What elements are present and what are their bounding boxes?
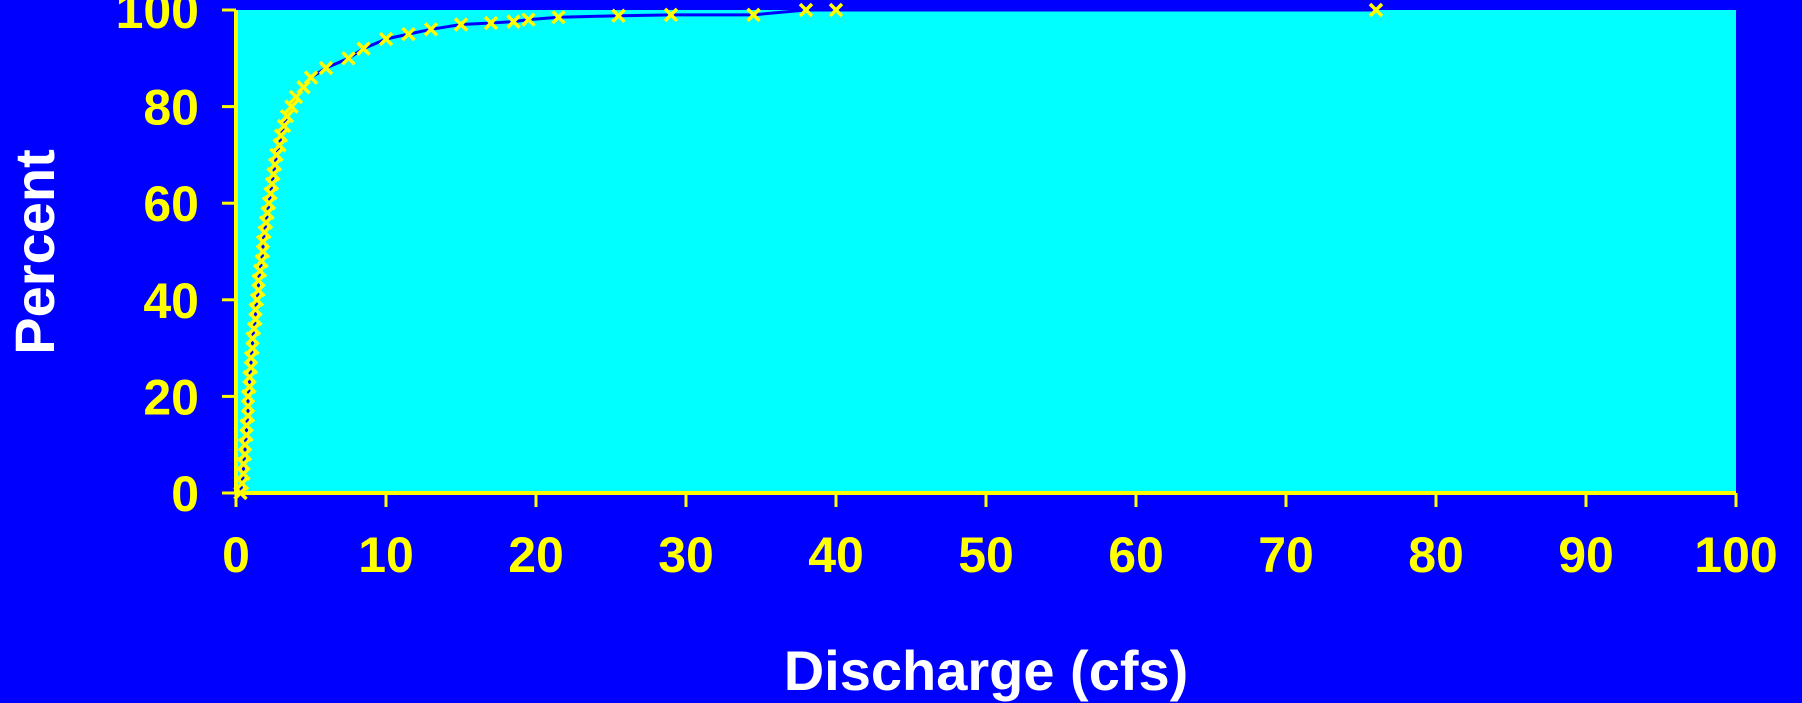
y-tick-group: 0 20 40 60 80 100 <box>116 0 236 522</box>
x-tick-label: 0 <box>222 527 250 583</box>
data-point-marker <box>663 7 679 23</box>
x-tick-label: 90 <box>1558 527 1614 583</box>
plot-area <box>236 10 1736 493</box>
y-tick-label: 80 <box>143 80 199 136</box>
y-tick-label: 0 <box>171 466 199 522</box>
x-tick-label: 100 <box>1694 527 1777 583</box>
x-tick-label: 20 <box>508 527 564 583</box>
data-point-marker <box>746 7 761 23</box>
data-point-marker <box>284 99 299 114</box>
data-point-marker <box>269 147 284 163</box>
x-tick-label: 60 <box>1108 527 1164 583</box>
data-point-marker <box>279 109 295 124</box>
y-tick-label: 20 <box>143 369 199 425</box>
data-point-marker <box>828 2 844 18</box>
data-point-marker <box>551 10 566 25</box>
data-point-marker <box>483 15 499 31</box>
x-tick-label: 40 <box>808 527 864 583</box>
data-point-marker <box>276 118 292 134</box>
x-axis-title: Discharge (cfs) <box>784 639 1189 702</box>
data-point-marker <box>1368 2 1384 18</box>
x-tick-label: 30 <box>658 527 714 583</box>
data-point-marker <box>521 12 536 27</box>
data-point-marker <box>356 41 371 56</box>
data-point-marker <box>341 51 356 66</box>
y-tick-label: 40 <box>143 273 199 329</box>
x-tick-label: 70 <box>1258 527 1314 583</box>
data-point-marker <box>318 60 334 76</box>
y-tick-label: 100 <box>116 0 199 39</box>
x-tick-label: 10 <box>358 527 414 583</box>
data-point-marker <box>423 22 439 37</box>
x-tick-label: 50 <box>958 527 1014 583</box>
x-tick-group: 0 10 20 30 40 50 60 70 80 90 100 <box>222 493 1778 583</box>
data-point-marker <box>401 26 416 42</box>
x-tick-label: 80 <box>1408 527 1464 583</box>
data-point-marker <box>798 2 814 18</box>
data-point-marker <box>378 31 394 47</box>
data-point-marker <box>303 70 319 85</box>
data-point-marker <box>611 8 626 24</box>
data-point-marker <box>506 14 521 29</box>
data-markers <box>233 2 1384 501</box>
y-axis-title: Percent <box>3 149 66 354</box>
data-point-marker <box>453 17 469 32</box>
y-tick-label: 60 <box>143 176 199 232</box>
data-point-marker <box>273 128 289 143</box>
